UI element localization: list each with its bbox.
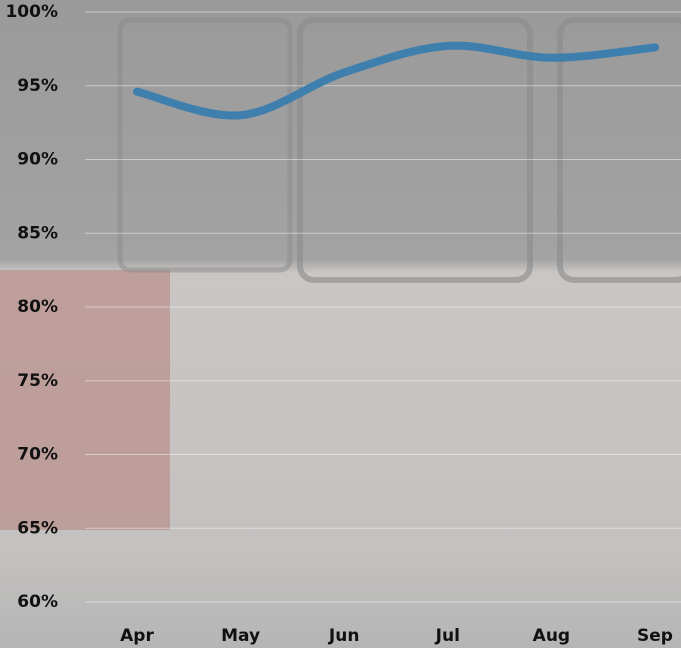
y-tick-label: 90% <box>17 150 58 170</box>
y-tick-label: 85% <box>17 223 58 243</box>
x-tick-label: Jun <box>328 626 360 646</box>
y-tick-label: 80% <box>17 297 58 317</box>
page: {"chart_data": {"type": "line", "categor… <box>0 0 681 648</box>
x-tick-label: May <box>221 626 260 646</box>
x-tick-label: Sep <box>637 626 673 646</box>
y-tick-label: 100% <box>5 2 58 22</box>
y-tick-label: 95% <box>17 76 58 96</box>
x-tick-label: Jul <box>435 626 460 646</box>
y-tick-label: 60% <box>17 592 58 612</box>
chart: 60% 65% 70% 75% 80% 85% 90% 95% 100% Apr May Jun Jul… <box>0 0 681 648</box>
x-tick-label: Aug <box>533 626 570 646</box>
x-tick-label: Apr <box>120 626 154 646</box>
y-tick-label: 65% <box>17 518 58 538</box>
y-tick-label: 70% <box>17 445 58 465</box>
y-tick-label: 75% <box>17 371 58 391</box>
